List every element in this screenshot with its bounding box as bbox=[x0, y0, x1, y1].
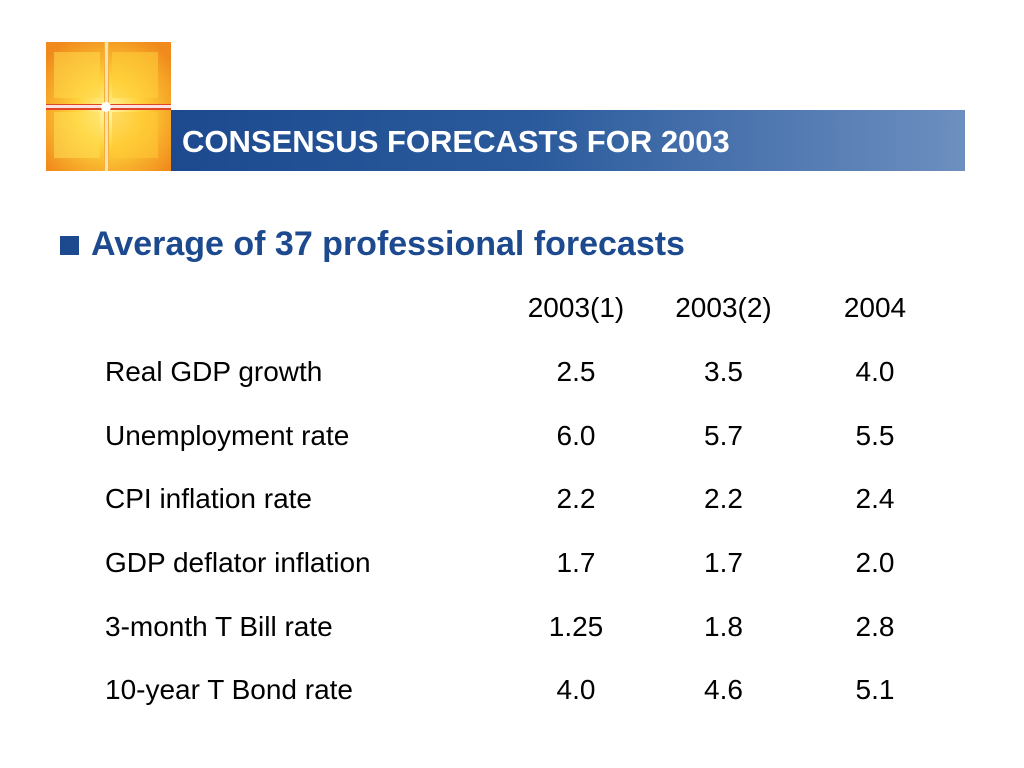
row-label: CPI inflation rate bbox=[105, 483, 312, 515]
row-label: GDP deflator inflation bbox=[105, 546, 371, 578]
table-row: Unemployment rate 6.0 5.7 5.5 bbox=[94, 404, 950, 468]
cell-value: 6.0 bbox=[556, 419, 596, 451]
cell-value: 2.0 bbox=[855, 546, 895, 578]
header-cell-2003-1: 2003(1) bbox=[527, 292, 625, 323]
row-label: Unemployment rate bbox=[105, 419, 350, 451]
cell-value: 1.7 bbox=[556, 546, 596, 578]
cell-value: 5.5 bbox=[855, 419, 895, 451]
cell-value: 2.5 bbox=[556, 355, 596, 387]
cell-value: 2.8 bbox=[855, 610, 895, 642]
header-cell-2004: 2004 bbox=[843, 292, 907, 323]
row-label: 3-month T Bill rate bbox=[105, 610, 333, 642]
table-row: 3-month T Bill rate 1.25 1.8 2.8 bbox=[94, 595, 950, 659]
header-cell-label bbox=[94, 276, 505, 340]
cell-value: 1.25 bbox=[548, 610, 604, 642]
forecast-table: 2003(1) 2003(2) 2004 Real GDP growth 2.5… bbox=[94, 276, 950, 722]
cell-value: 1.8 bbox=[704, 610, 743, 642]
cell-value: 5.7 bbox=[704, 419, 743, 451]
title-bar: CONSENSUS FORECASTS FOR 2003 bbox=[171, 110, 965, 171]
table-row: Real GDP growth 2.5 3.5 4.0 bbox=[94, 340, 950, 404]
cell-value: 1.7 bbox=[704, 546, 743, 578]
table-row: GDP deflator inflation 1.7 1.7 2.0 bbox=[94, 531, 950, 595]
bullet-point: Average of 37 professional forecasts bbox=[60, 218, 685, 270]
cell-value: 4.0 bbox=[556, 674, 596, 706]
header-cell-2003-2: 2003(2) bbox=[675, 292, 772, 323]
cell-value: 2.2 bbox=[704, 483, 743, 515]
cell-value: 3.5 bbox=[704, 355, 743, 387]
cell-value: 2.2 bbox=[556, 483, 596, 515]
table-header-row: 2003(1) 2003(2) 2004 bbox=[94, 276, 950, 340]
cell-value: 2.4 bbox=[855, 483, 895, 515]
cross-window-logo-icon bbox=[46, 42, 171, 171]
cell-value: 4.0 bbox=[855, 355, 895, 387]
square-bullet-icon bbox=[60, 235, 79, 255]
table-row: 10-year T Bond rate 4.0 4.6 5.1 bbox=[94, 658, 950, 722]
cell-value: 5.1 bbox=[855, 674, 895, 706]
row-label: 10-year T Bond rate bbox=[105, 674, 354, 706]
table-row: CPI inflation rate 2.2 2.2 2.4 bbox=[94, 467, 950, 531]
cell-value: 4.6 bbox=[704, 674, 743, 706]
bullet-text: Average of 37 professional forecasts bbox=[91, 224, 685, 263]
row-label: Real GDP growth bbox=[105, 355, 323, 387]
slide-title: CONSENSUS FORECASTS FOR 2003 bbox=[182, 124, 730, 159]
